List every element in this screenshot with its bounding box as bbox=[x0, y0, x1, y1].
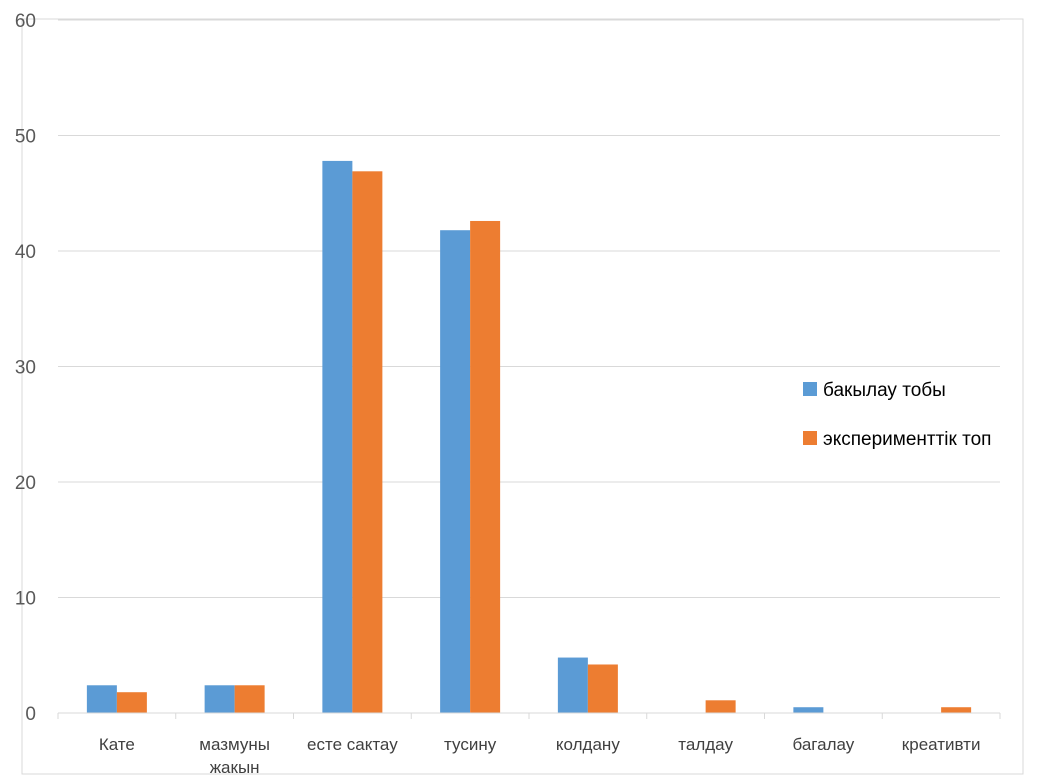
y-tick-label: 30 bbox=[15, 358, 36, 379]
x-category-label: мазмуны жакын bbox=[199, 735, 270, 777]
legend: бакылау тобы эксперименттiк топ bbox=[803, 380, 991, 450]
chart-area-border bbox=[21, 18, 1024, 775]
plot-frame bbox=[21, 18, 1024, 775]
bars bbox=[86, 160, 972, 713]
bar-series-1 bbox=[440, 230, 471, 713]
bar-series-2 bbox=[116, 692, 147, 713]
x-category-label: колдану bbox=[556, 735, 620, 754]
bar-series-2 bbox=[352, 171, 383, 713]
bar-series-1 bbox=[557, 657, 588, 713]
legend-label: эксперименттiк топ bbox=[823, 429, 991, 450]
bar-series-1 bbox=[86, 685, 117, 713]
legend-swatch bbox=[803, 431, 817, 445]
x-axis-category-labels: Кате мазмуны жакын есте сактау тусину колдану… bbox=[99, 735, 981, 777]
x-category-label: креативти bbox=[902, 735, 981, 754]
legend-swatch bbox=[803, 382, 817, 396]
bar-series-1 bbox=[322, 160, 353, 713]
y-tick-label: 10 bbox=[15, 589, 36, 610]
gridlines bbox=[58, 19, 1000, 598]
bar-series-2 bbox=[234, 685, 265, 713]
y-axis-tick-labels: 0 10 20 30 40 50 60 bbox=[15, 11, 36, 725]
x-category-label: Кате bbox=[99, 735, 135, 754]
x-category-label: талдау bbox=[678, 735, 733, 754]
x-category-label: багалау bbox=[792, 735, 854, 754]
bar-series-2 bbox=[470, 220, 501, 713]
x-axis bbox=[57, 712, 1001, 719]
y-tick-label: 50 bbox=[15, 127, 36, 148]
bar-series-1 bbox=[793, 707, 824, 713]
y-tick-label: 60 bbox=[15, 11, 36, 32]
y-tick-label: 40 bbox=[15, 242, 36, 263]
x-category-label: тусину bbox=[444, 735, 497, 754]
y-tick-label: 0 bbox=[25, 704, 36, 725]
x-category-label: есте сактау bbox=[307, 735, 398, 754]
legend-label: бакылау тобы bbox=[823, 380, 946, 401]
y-tick-label: 20 bbox=[15, 473, 36, 494]
bar-series-2 bbox=[705, 700, 736, 713]
bar-series-2 bbox=[941, 707, 972, 713]
bar-series-2 bbox=[587, 664, 618, 713]
bar-series-1 bbox=[204, 685, 235, 713]
